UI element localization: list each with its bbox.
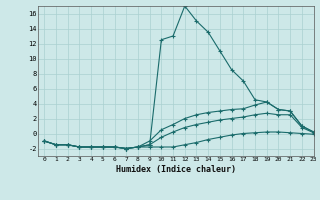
X-axis label: Humidex (Indice chaleur): Humidex (Indice chaleur) xyxy=(116,165,236,174)
